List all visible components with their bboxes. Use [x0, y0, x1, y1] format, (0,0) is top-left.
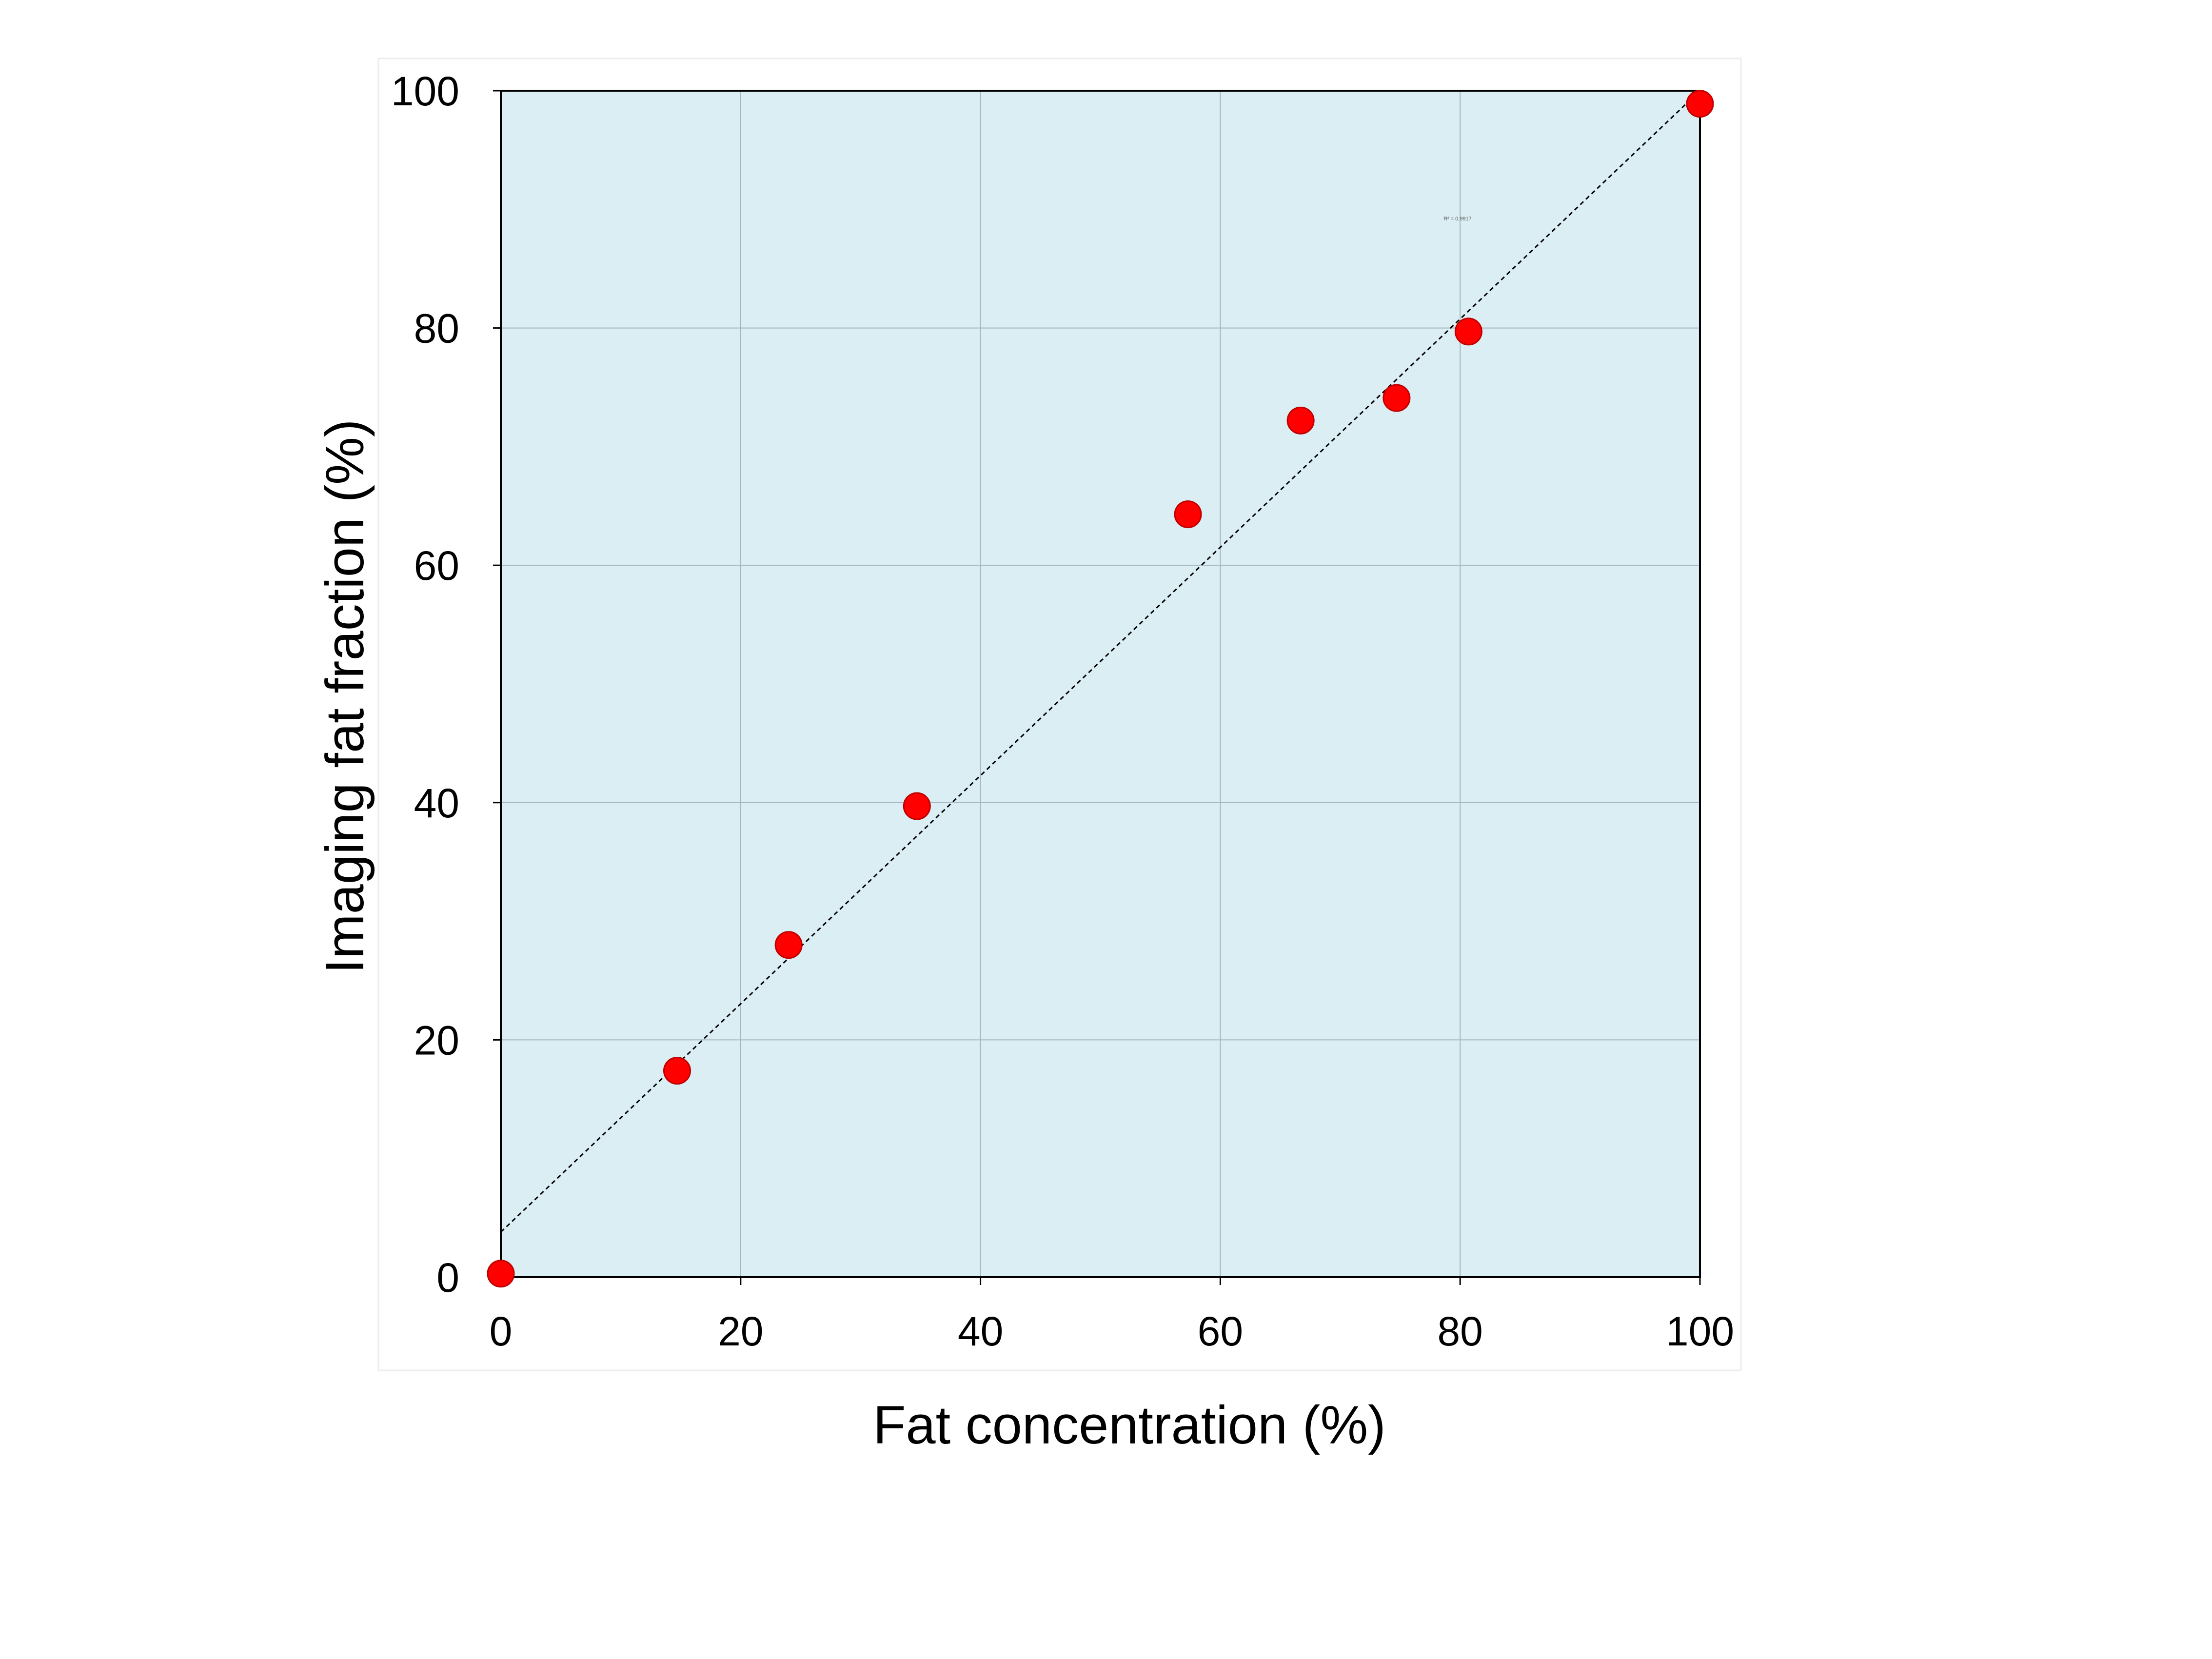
x-tick-label: 40 — [958, 1308, 1003, 1354]
y-tick-label: 60 — [414, 543, 459, 589]
x-tick-label: 60 — [1198, 1308, 1243, 1354]
y-tick-label: 40 — [414, 780, 459, 826]
x-tick-label: 0 — [490, 1308, 513, 1354]
r-squared-label: R² = 0.9917 — [1443, 216, 1472, 222]
x-axis-title: Fat concentration (%) — [873, 1395, 1386, 1455]
gridlines — [501, 91, 1700, 1277]
y-tick-label: 80 — [414, 306, 459, 352]
data-point — [1686, 90, 1714, 118]
data-point — [663, 1057, 691, 1085]
data-point — [1382, 384, 1411, 412]
y-tick-label: 0 — [436, 1255, 459, 1301]
axis-ticks: 0 20 40 60 80 100 0 20 40 60 80 100 — [391, 68, 1734, 1354]
trendline — [500, 90, 1701, 1233]
x-tick-label: 20 — [718, 1308, 763, 1354]
x-tick-label: 100 — [1666, 1308, 1734, 1354]
data-point — [487, 1260, 515, 1288]
data-point — [1286, 406, 1315, 434]
data-point — [774, 931, 803, 959]
data-points — [487, 90, 1714, 1288]
y-axis-title: Imaging fat fraction (%) — [315, 419, 375, 973]
data-point — [1454, 317, 1482, 346]
y-tick-label: 100 — [391, 68, 459, 114]
data-point — [1174, 500, 1202, 529]
plot-border — [500, 90, 1701, 1278]
data-point — [903, 792, 931, 820]
plot-area — [501, 91, 1700, 1277]
x-tick-label: 80 — [1437, 1308, 1482, 1354]
y-tick-label: 20 — [414, 1017, 459, 1063]
